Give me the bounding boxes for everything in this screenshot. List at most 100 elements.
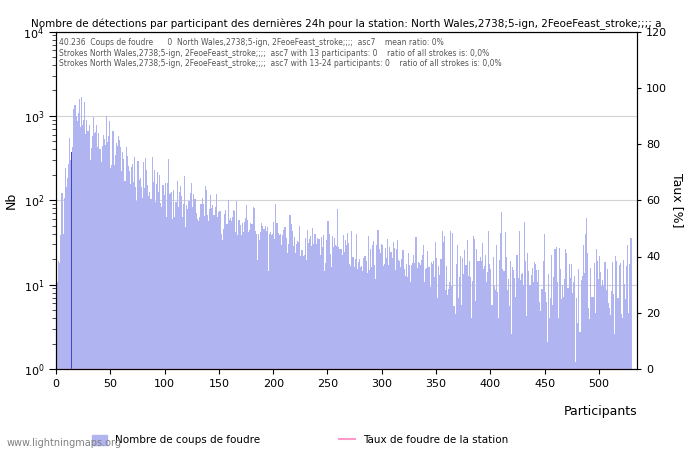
Bar [68,164,69,450]
Y-axis label: Nb: Nb [5,192,18,209]
Bar [503,271,505,450]
Bar [549,318,550,450]
Bar [550,298,551,450]
Bar [144,188,145,450]
Bar [382,245,383,450]
Bar [411,265,412,450]
Bar [355,259,356,450]
Bar [324,271,326,450]
Bar [118,136,119,450]
Bar [120,147,121,450]
Bar [312,228,314,450]
Bar [362,271,363,450]
Bar [489,265,491,450]
Bar [134,157,135,450]
Bar [150,198,152,450]
Bar [500,233,501,450]
Bar [271,235,272,450]
Bar [296,244,297,450]
Bar [56,359,57,450]
Bar [81,97,82,450]
Bar [572,293,573,450]
Bar [295,253,296,450]
Bar [88,131,89,450]
Bar [532,268,533,450]
Bar [564,279,566,450]
Bar [426,268,428,450]
Bar [309,239,310,450]
Bar [393,248,395,450]
Bar [458,298,459,450]
Bar [387,239,388,450]
Bar [599,256,600,450]
Bar [202,204,204,450]
Bar [245,218,246,450]
Bar [358,262,359,450]
Bar [172,219,174,450]
Bar [483,269,484,450]
Bar [365,261,367,450]
Bar [463,274,464,450]
Bar [281,245,282,450]
Bar [204,216,205,450]
Bar [452,233,454,450]
Bar [540,311,541,450]
Bar [186,205,188,450]
Bar [531,275,532,450]
Bar [246,205,247,450]
Bar [258,234,259,450]
Bar [314,234,316,450]
Bar [460,256,461,450]
Bar [585,234,586,450]
Bar [274,239,275,450]
Bar [405,276,406,450]
Bar [597,261,598,450]
Bar [142,198,143,450]
Bar [534,262,535,450]
Bar [214,216,215,450]
Bar [184,176,186,450]
Bar [535,264,536,450]
Bar [290,225,292,450]
Bar [617,298,619,450]
Bar [575,362,576,450]
Bar [353,257,354,450]
Bar [418,262,419,450]
Bar [229,220,230,450]
Bar [90,160,91,450]
Bar [422,255,423,450]
Bar [494,286,495,450]
Bar [627,244,629,450]
Bar [471,318,472,450]
Bar [239,225,241,450]
Bar [322,248,323,450]
Bar [149,192,150,450]
Bar [225,210,227,450]
Bar [475,302,476,450]
Bar [294,237,295,450]
Bar [367,274,368,450]
Bar [526,315,527,450]
Text: 40.236  Coups de foudre      0  North Wales,2738;5-ign, 2FeoeFeast_stroke;;;;  a: 40.236 Coups de foudre 0 North Wales,273… [59,38,501,68]
Bar [361,266,362,450]
Bar [171,192,172,450]
Bar [136,201,137,450]
Bar [308,243,309,450]
Bar [594,313,596,450]
Bar [72,148,74,450]
Bar [200,203,202,450]
Bar [495,290,496,450]
Bar [79,99,80,450]
Bar [148,196,149,450]
Bar [96,125,97,450]
Bar [515,297,517,450]
Bar [410,283,411,450]
Bar [566,253,568,450]
Bar [280,234,281,450]
Bar [538,270,539,450]
Bar [328,234,330,450]
Bar [334,238,335,450]
Text: Participants: Participants [564,405,637,418]
Bar [217,217,218,450]
Bar [587,253,588,450]
